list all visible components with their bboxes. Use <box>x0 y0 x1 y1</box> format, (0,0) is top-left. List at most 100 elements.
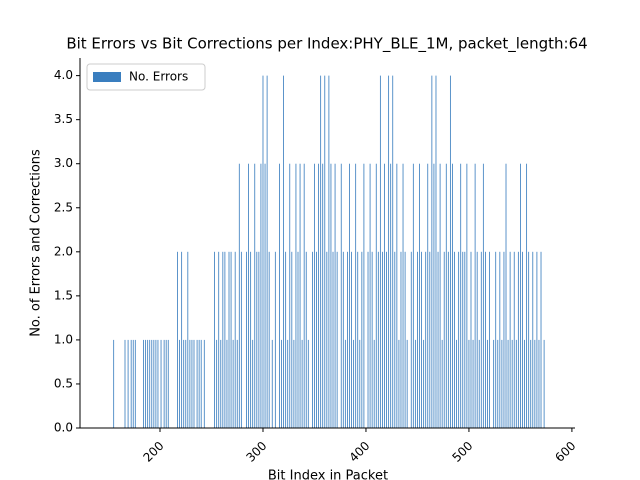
bar <box>328 75 330 428</box>
bar <box>252 339 254 428</box>
bar <box>240 251 242 428</box>
bar <box>540 251 542 428</box>
bar <box>155 339 157 428</box>
bar <box>443 251 445 428</box>
bar <box>480 251 482 428</box>
bar <box>193 339 195 428</box>
y-tick-label: 2.5 <box>54 200 73 214</box>
bar <box>429 251 431 428</box>
bar <box>497 339 499 428</box>
y-tick-label: 0.0 <box>54 421 73 435</box>
bar <box>149 339 151 428</box>
bar <box>157 339 159 428</box>
bar <box>351 251 352 428</box>
bar <box>147 339 149 428</box>
x-tick-label: 200 <box>141 439 167 465</box>
bar <box>260 163 262 428</box>
bar <box>419 163 420 428</box>
bar <box>113 339 115 428</box>
bar <box>445 163 447 428</box>
bar <box>433 163 435 428</box>
bar <box>336 251 338 428</box>
legend-swatch <box>93 72 121 82</box>
bar <box>342 251 344 428</box>
bar <box>289 163 291 428</box>
bar <box>246 251 247 428</box>
bar <box>183 339 185 428</box>
x-tick-label: 400 <box>346 439 372 465</box>
bar <box>130 339 132 428</box>
bar <box>216 339 218 428</box>
bar <box>462 251 464 428</box>
bar <box>285 251 287 428</box>
bar <box>198 339 200 428</box>
bar <box>373 339 375 428</box>
bar <box>248 163 249 428</box>
bar <box>371 251 373 428</box>
bar <box>520 163 521 428</box>
bar <box>305 251 307 428</box>
bar <box>153 339 155 428</box>
bar <box>353 339 355 428</box>
bar <box>187 251 189 428</box>
bar <box>218 251 220 428</box>
legend-box <box>86 63 206 91</box>
bar <box>388 75 390 428</box>
bar <box>179 339 180 428</box>
bar <box>377 251 379 428</box>
bar <box>145 339 147 428</box>
bar <box>499 251 501 428</box>
bar <box>291 251 293 428</box>
bar <box>271 339 273 428</box>
x-tick-label: 500 <box>449 439 475 465</box>
bar <box>177 251 178 428</box>
bar <box>264 163 266 428</box>
y-tick-label: 1.0 <box>54 332 73 346</box>
bar <box>268 251 270 428</box>
bar <box>400 251 402 428</box>
y-axis-label: No. of Errors and Corrections <box>29 149 44 337</box>
bar <box>160 339 162 428</box>
bar <box>375 163 377 428</box>
bar <box>318 163 320 428</box>
bar <box>185 339 187 428</box>
y-tick-label: 0.5 <box>54 376 73 390</box>
bar <box>196 339 198 428</box>
bar <box>344 339 346 428</box>
bar <box>485 251 486 428</box>
bar <box>324 75 326 428</box>
bar <box>454 251 455 428</box>
bar <box>361 251 363 428</box>
bar <box>355 163 357 428</box>
bar <box>132 339 134 428</box>
bar <box>441 339 443 428</box>
bar <box>507 339 509 428</box>
bar <box>524 339 525 428</box>
bar <box>470 251 472 428</box>
bar <box>476 251 478 428</box>
bar <box>421 251 422 428</box>
bar <box>238 163 240 428</box>
bar <box>515 339 517 428</box>
bar <box>379 75 381 428</box>
bar <box>287 339 289 428</box>
bar <box>447 251 449 428</box>
bar <box>359 339 361 428</box>
bar <box>307 339 309 428</box>
bar <box>312 251 313 428</box>
bar <box>394 251 396 428</box>
bar <box>382 251 383 428</box>
chart-title: Bit Errors vs Bit Corrections per Index:… <box>66 35 587 54</box>
bar <box>181 251 183 428</box>
bar <box>334 163 336 428</box>
bar <box>151 339 153 428</box>
bar <box>326 251 328 428</box>
y-tick-label: 4.0 <box>54 68 73 82</box>
bar <box>236 339 238 428</box>
bar <box>167 339 169 428</box>
legend-label: No. Errors <box>129 70 188 84</box>
bar <box>392 75 394 428</box>
bar <box>398 339 400 428</box>
bar <box>163 339 165 428</box>
bar <box>234 251 236 428</box>
